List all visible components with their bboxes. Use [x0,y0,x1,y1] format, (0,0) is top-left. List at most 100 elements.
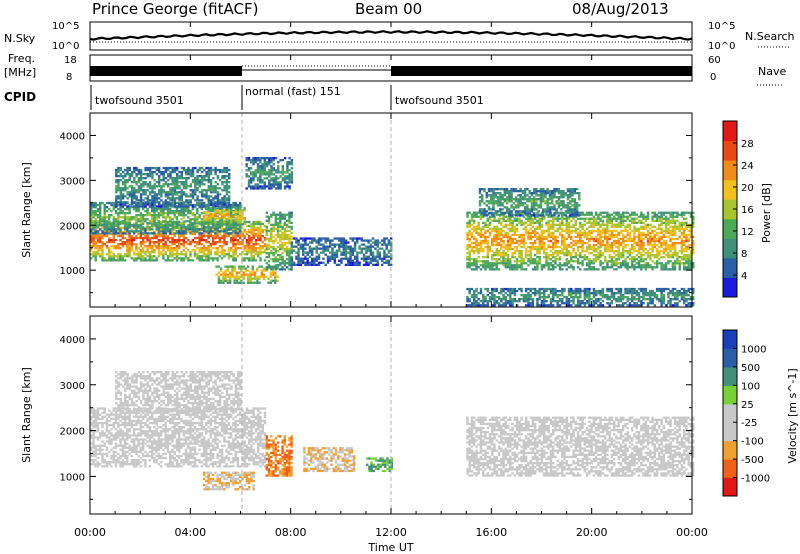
power-echo-cell [108,241,111,244]
power-echo-cell [479,245,483,249]
power-echo-cell [513,260,517,263]
power-echo-cell [583,219,586,222]
power-echo-cell [624,260,627,263]
power-echo-cell [110,230,113,233]
power-echo-cell [227,221,231,224]
power-echo-cell [209,221,212,224]
power-echo-cell [558,262,562,265]
power-echo-cell [209,230,212,233]
power-echo-cell [376,253,379,256]
power-echo-cell [225,228,228,231]
power-echo-cell [326,255,330,258]
power-echo-cell [581,262,584,265]
power-echo-cell [340,259,343,262]
power-echo-cell [139,255,143,258]
power-echo-cell [511,252,514,255]
power-echo-cell [583,235,586,239]
power-echo-cell [121,245,124,248]
power-echo-cell [130,199,134,202]
power-echo-cell [274,217,277,220]
power-echo-cell [624,225,627,228]
power-echo-cell [230,241,233,244]
power-echo-cell [151,236,154,240]
power-echo-cell [358,263,361,266]
power-echo-cell [191,228,194,231]
power-echo-cell [146,228,149,232]
power-echo-cell [223,251,226,254]
power-echo-cell [218,245,222,248]
power-echo-cell [139,187,143,190]
power-echo-cell [198,220,201,224]
power-echo-cell [390,249,393,252]
power-echo-cell [466,231,469,235]
power-echo-cell [223,217,226,220]
power-echo-cell [617,237,620,241]
power-echo-cell [259,257,262,260]
power-echo-cell [576,266,580,269]
power-echo-cell [259,230,262,234]
power-echo-cell [211,210,215,213]
power-echo-cell [520,260,523,263]
power-echo-cell [260,269,263,272]
power-echo-cell [254,243,258,246]
power-echo-cell [488,264,492,267]
power-echo-cell [322,261,325,264]
power-echo-cell [534,247,537,251]
power-echo-cell [274,175,278,178]
power-echo-cell [263,169,266,172]
power-echo-cell [486,243,489,247]
power-echo-cell [267,266,271,269]
power-echo-cell [597,258,600,261]
power-echo-cell [164,259,167,262]
power-echo-cell [94,212,97,215]
power-echo-cell [585,221,589,224]
power-echo-cell [133,179,136,182]
power-echo-cell [509,223,512,226]
power-echo-cell [148,205,152,208]
power-echo-cell [552,247,555,251]
power-echo-cell [563,247,566,251]
power-echo-cell [497,229,501,233]
power-echo-cell [182,214,185,217]
power-echo-cell [259,234,262,238]
power-echo-cell [209,166,213,170]
power-echo-cell [137,220,140,223]
power-echo-cell [265,173,269,176]
power-echo-cell [261,247,264,250]
power-echo-cell [126,220,129,224]
nsky-label: N.Sky [4,32,36,45]
power-echo-cell [338,263,341,266]
power-echo-cell [590,237,593,241]
power-echo-cell [160,210,163,213]
power-echo-cell [182,228,185,232]
power-echo-cell [543,264,546,267]
power-echo-cell [482,241,485,245]
power-echo-cell [500,254,503,257]
power-echo-cell [290,225,293,228]
power-echo-cell [247,275,250,278]
power-echo-cell [250,236,253,240]
power-echo-cell [536,264,539,267]
power-echo-cell [315,257,318,260]
power-echo-cell [259,247,262,250]
power-echo-cell [558,221,562,224]
power-echo-cell [267,221,271,224]
cpid-segment-3: twofsound 3501 [395,94,484,107]
power-echo-cell [281,241,284,245]
power-echo-cell [479,215,483,218]
power-echo-cell [189,175,192,178]
power-echo-cell [212,203,215,206]
power-echo-cell [105,226,109,229]
power-echo-cell [513,231,517,235]
power-echo-cell [232,226,235,229]
power-echo-cell [613,217,616,220]
power-echo-cell [515,264,519,267]
power-echo-cell [207,255,210,258]
power-echo-cell [610,221,614,224]
power-echo-cell [173,210,176,213]
power-echo-cell [567,227,571,230]
power-echo-cell [272,157,275,160]
power-echo-cell [173,205,177,208]
power-echo-cell [274,258,277,261]
power-echo-cell [117,170,120,174]
